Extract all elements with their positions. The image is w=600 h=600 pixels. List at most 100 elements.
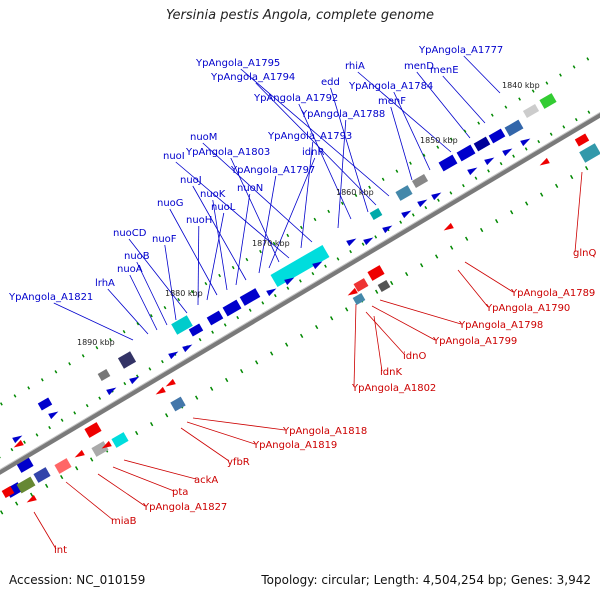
gene-label-ypangola-a1795: YpAngola_A1795 <box>195 58 280 69</box>
ruler-tick <box>98 396 102 400</box>
gene-forward-arrow <box>401 210 412 219</box>
ruler-tick <box>35 433 39 437</box>
ruler-tick <box>23 440 26 444</box>
gene-forward-block <box>270 244 330 288</box>
gene-label-mend: menD <box>404 61 434 72</box>
ruler-tick <box>136 322 140 326</box>
ruler-tick <box>572 65 576 69</box>
gene-label-ypangola-a1803: YpAngola_A1803 <box>185 147 270 158</box>
leader-line <box>373 315 383 372</box>
ruler-tick <box>368 185 371 189</box>
ruler-tick <box>525 201 529 206</box>
gene-label-idnr: idnR <box>302 147 324 158</box>
ruler-tick <box>395 169 399 173</box>
ruler-tick <box>329 316 334 321</box>
leader-line <box>416 71 471 139</box>
ruler-tick <box>531 89 535 93</box>
ruler-tick <box>479 227 484 233</box>
leader-line <box>337 119 347 229</box>
ruler-tick <box>587 110 591 114</box>
gene-label-nuocd: nuoCD <box>113 228 147 239</box>
gene-reverse-arrow <box>347 287 358 296</box>
gene-reverse-block <box>367 265 385 281</box>
gene-forward-arrow <box>284 277 295 286</box>
gene-forward-arrow <box>266 288 277 297</box>
leader-line <box>393 91 431 171</box>
leader-line <box>379 299 462 325</box>
gene-forward-block <box>222 299 242 317</box>
ruler-tick <box>562 125 566 129</box>
gene-label-menf: menF <box>378 96 406 107</box>
ruler-ticks <box>0 57 591 515</box>
ruler-tick <box>419 263 424 268</box>
gene-forward-arrow <box>431 192 442 201</box>
gene-forward-block <box>473 136 491 152</box>
gene-reverse-block <box>579 143 600 163</box>
ruler-tick <box>209 386 214 391</box>
ruler-tick <box>381 177 385 181</box>
ruler-tick <box>549 132 553 136</box>
ruler-tick <box>574 117 578 122</box>
ruler-tick <box>286 233 290 238</box>
gene-label-ypangola-a1799: YpAngola_A1799 <box>432 336 517 347</box>
leader-line <box>300 141 314 249</box>
gene-reverse-block <box>111 432 129 448</box>
ruler-tick <box>449 245 454 250</box>
leader-line <box>357 71 452 153</box>
gene-label-ypangola-a1798: YpAngola_A1798 <box>458 320 543 331</box>
leader-line <box>240 68 390 197</box>
ruler-tick <box>225 377 229 383</box>
ruler-labels: 1840 kbp 1850 kbp 1860 kbp 1870 kbp 1880 kbp… <box>77 81 540 347</box>
gene-forward-block <box>97 369 111 381</box>
leader-line <box>164 244 177 321</box>
gene-reverse-block <box>33 467 51 483</box>
ruler-tick <box>135 430 139 436</box>
ruler-tick <box>422 153 426 157</box>
gene-label-ypangola-a1818: YpAngola_A1818 <box>282 426 367 437</box>
leader-line <box>65 481 114 521</box>
ruler-tick <box>315 324 319 330</box>
gene-forward-block <box>171 315 193 335</box>
ruler-tick <box>149 314 153 318</box>
leader-line <box>53 302 134 341</box>
ruler-tick <box>298 279 302 283</box>
gene-label-ypangola-a1790: YpAngola_A1790 <box>485 303 570 314</box>
leader-line <box>107 288 149 335</box>
gene-label-nuoj: nuoJ <box>180 175 202 186</box>
map-title: Yersinia pestis Angola, complete genome <box>166 8 434 23</box>
leader-line <box>464 261 514 293</box>
ruler-tick <box>29 492 34 497</box>
gene-label-ypangola-a1792: YpAngola_A1792 <box>253 93 338 104</box>
ruler-tick <box>48 425 51 430</box>
gene-label-ypangola-a1802: YpAngola_A1802 <box>351 383 436 394</box>
ruler-tick <box>474 176 478 180</box>
ruler-tick <box>411 213 415 217</box>
ruler-tick <box>149 422 154 427</box>
leader-line <box>298 103 352 220</box>
gene-forward-arrow <box>363 237 374 246</box>
gene-features <box>1 93 600 503</box>
ruler-tick <box>409 161 412 165</box>
gene-forward-arrow <box>106 387 117 396</box>
leader-line <box>353 303 357 388</box>
ruler-label: 1880 kbp <box>165 289 203 298</box>
gene-reverse-block <box>16 476 36 494</box>
ruler-tick <box>389 280 394 286</box>
leader-line <box>206 212 225 301</box>
gene-forward-block <box>37 397 53 411</box>
leader-line <box>33 511 57 550</box>
leader-line <box>574 171 583 253</box>
ruler-tick <box>462 183 465 188</box>
ruler-tick <box>465 236 469 241</box>
gene-reverse-block <box>353 278 369 292</box>
ruler-tick <box>504 105 508 109</box>
gene-reverse-arrow <box>155 386 166 395</box>
ruler-tick <box>570 174 574 180</box>
ruler-tick <box>122 330 126 334</box>
gene-forward-block <box>188 323 204 337</box>
gene-label-pta: pta <box>172 487 188 498</box>
ruler-tick <box>273 293 277 298</box>
gene-forward-arrow <box>417 199 428 208</box>
gene-label-nuok: nuoK <box>200 189 226 200</box>
gene-reverse-arrow <box>74 449 85 458</box>
